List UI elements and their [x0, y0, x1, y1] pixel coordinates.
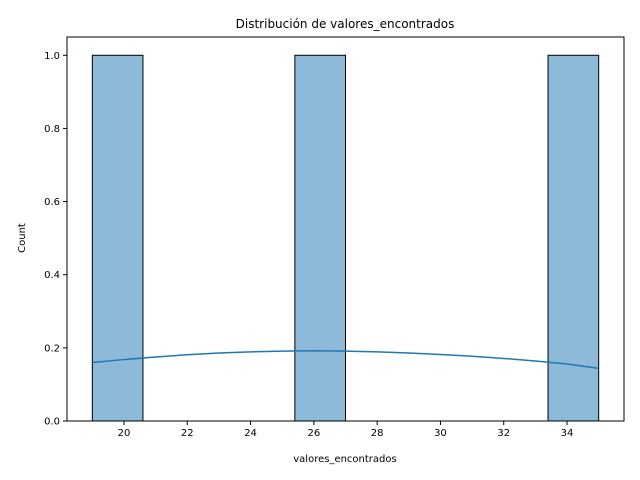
x-tick-label: 26 — [307, 428, 320, 439]
x-tick-label: 24 — [244, 428, 257, 439]
y-axis-ticks: 0.0 0.2 0.4 0.6 0.8 1.0 — [44, 51, 67, 428]
chart-title: Distribución de valores_encontrados — [236, 17, 455, 31]
x-tick-label: 32 — [497, 428, 510, 439]
histogram-bar — [294, 54, 347, 422]
x-tick-label: 20 — [118, 428, 131, 439]
y-tick-label: 0.4 — [44, 270, 60, 281]
y-tick-label: 0.2 — [44, 343, 60, 354]
y-tick-label: 0.0 — [44, 417, 60, 428]
axes-frame — [66, 36, 625, 422]
kde-curve-group — [92, 350, 599, 370]
y-tick-label: 1.0 — [44, 51, 60, 62]
x-tick-label: 22 — [181, 428, 194, 439]
x-tick-label: 34 — [561, 428, 574, 439]
y-axis-label: Count — [17, 223, 28, 253]
x-tick-label: 28 — [371, 428, 384, 439]
kde-line — [92, 350, 599, 370]
y-tick-label: 0.8 — [44, 124, 60, 135]
histogram-bar — [91, 54, 144, 422]
axes-spines — [66, 36, 625, 422]
x-axis-ticks: 20 22 24 26 28 30 32 34 — [118, 421, 574, 439]
histogram-bar — [547, 54, 600, 422]
x-tick-label: 30 — [434, 428, 447, 439]
histogram-bars — [91, 54, 600, 422]
y-tick-label: 0.6 — [44, 197, 60, 208]
x-axis-label: valores_encontrados — [293, 454, 396, 465]
